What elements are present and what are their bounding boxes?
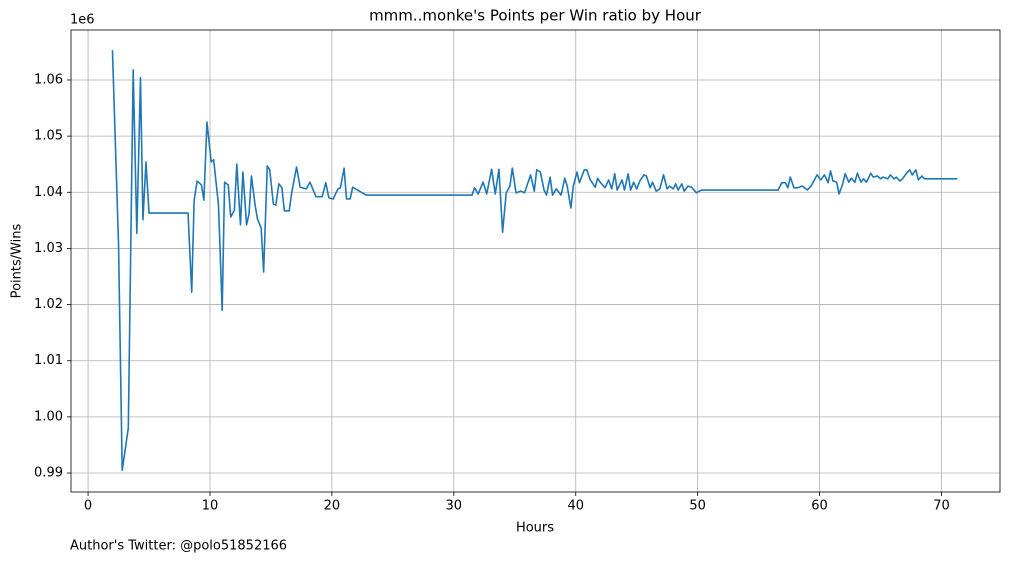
data-line	[111, 50, 958, 472]
x-tick-label: 70	[933, 499, 950, 514]
offset-text: 1e6	[70, 13, 95, 28]
x-tick-label: 50	[689, 499, 706, 514]
x-tick-label: 60	[811, 499, 828, 514]
x-axis-label: Hours	[516, 521, 554, 536]
chart-title: mmm..monke's Points per Win ratio by Hou…	[369, 7, 702, 25]
y-tick-label: 1.05	[34, 129, 63, 144]
y-axis-label: Points/Wins	[10, 223, 25, 298]
x-tick-label: 40	[567, 499, 584, 514]
y-tick-label: 1.03	[34, 241, 63, 256]
x-tick-label: 30	[446, 499, 463, 514]
y-tick-label: 1.01	[34, 353, 63, 368]
x-tick-label: 0	[84, 499, 92, 514]
y-tick-label: 1.00	[34, 409, 63, 424]
plot-frame	[70, 29, 1001, 493]
y-tick-label: 1.02	[34, 297, 63, 312]
annotation: Author's Twitter: @polo51852166	[70, 539, 287, 554]
y-tick-label: 0.99	[34, 466, 63, 481]
y-tick-label: 1.06	[34, 72, 63, 87]
x-tick-label: 20	[324, 499, 341, 514]
x-tick-label: 10	[202, 499, 219, 514]
y-tick-label: 1.04	[34, 185, 63, 200]
